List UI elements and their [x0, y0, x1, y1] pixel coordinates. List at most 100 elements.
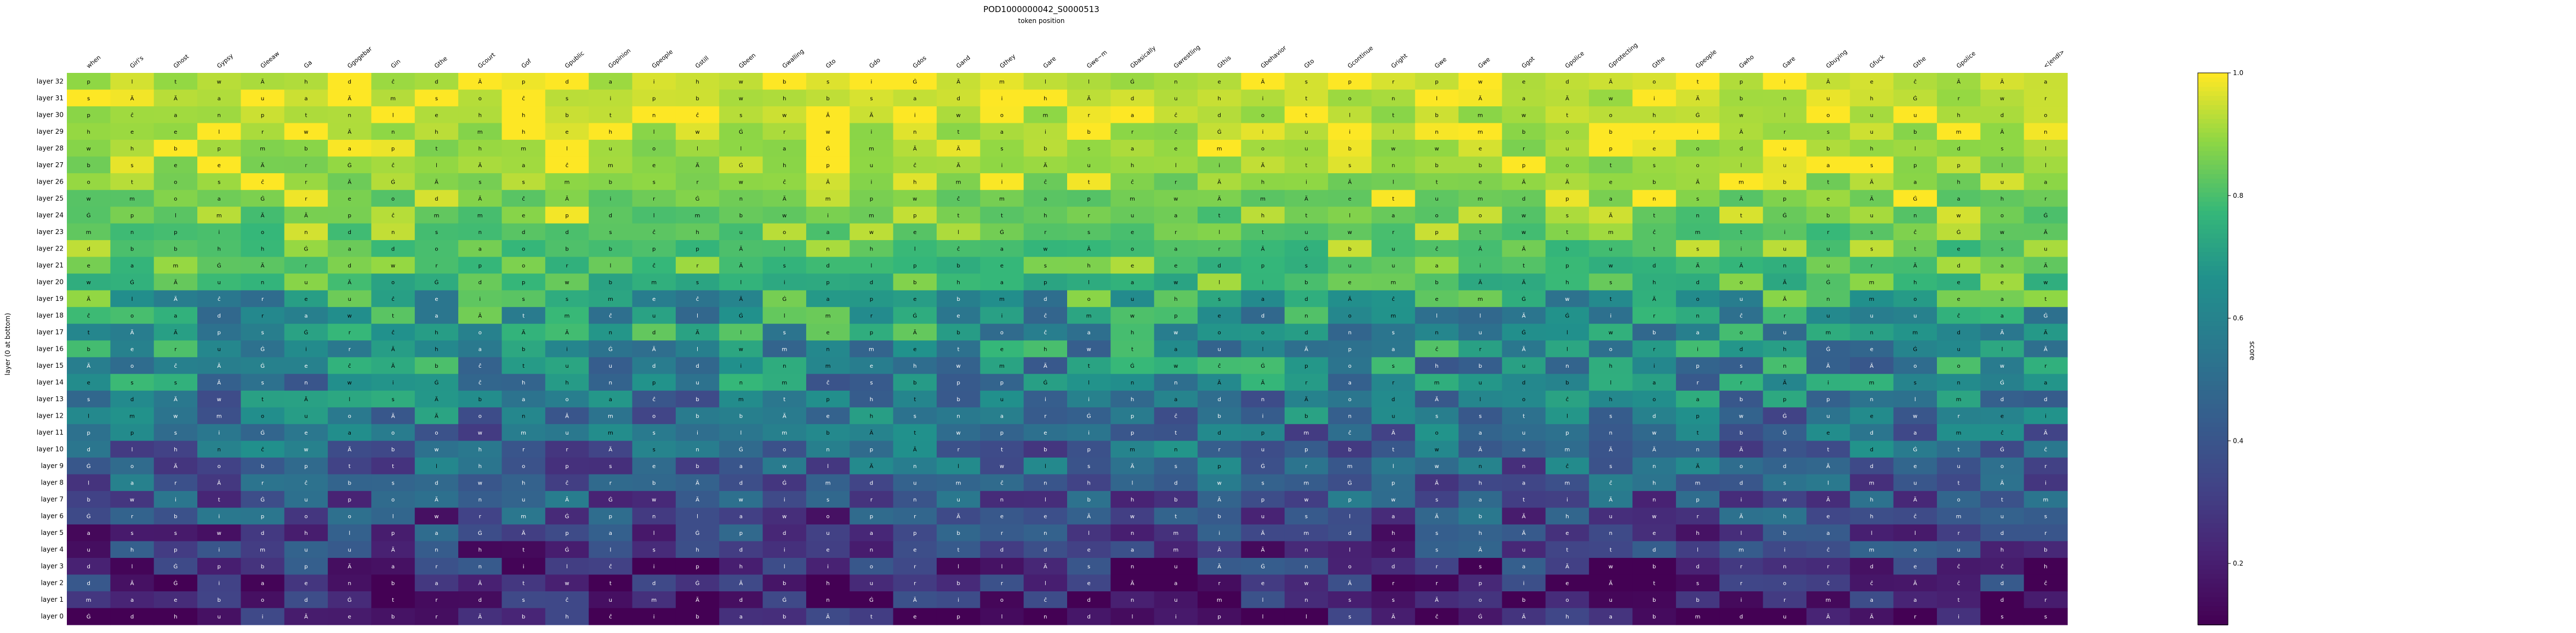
x-tick-label: Gare [1042, 55, 1058, 70]
cell-token: l [740, 280, 742, 286]
cell-token: d [1783, 464, 1786, 470]
cell-token: l [740, 430, 742, 436]
cell-token: e [130, 129, 134, 135]
cell-token: h [1435, 363, 1438, 369]
heatmap-cell [110, 140, 155, 157]
heatmap-cell [1067, 106, 1111, 124]
heatmap-cell [1284, 190, 1329, 207]
cell-token: o [435, 430, 438, 436]
cell-token: d [1218, 430, 1221, 436]
cell-token: u [1131, 296, 1134, 303]
cell-token: s [1348, 163, 1351, 169]
heatmap-cell [501, 123, 546, 140]
cell-token: e [304, 363, 307, 369]
cell-token: t [1653, 581, 1655, 587]
heatmap-cell [589, 190, 633, 207]
cell-token: b [956, 581, 960, 587]
heatmap-cell [458, 106, 503, 124]
cell-token: h [522, 481, 525, 487]
heatmap-cell [1675, 123, 1720, 140]
cell-token: w [1173, 280, 1178, 286]
cell-token: Ä [739, 295, 743, 303]
cell-token: Ġ [869, 596, 874, 603]
cell-token: i [784, 280, 785, 286]
cell-token: l [1784, 112, 1786, 118]
heatmap-cell [1632, 207, 1677, 224]
cell-token: l [1566, 330, 1568, 336]
heatmap-cell [284, 173, 328, 191]
cell-token: l [1740, 531, 1742, 537]
cell-token: n [391, 129, 395, 135]
cell-token: Ġ [1261, 362, 1265, 369]
cell-token: w [825, 129, 830, 135]
cell-token: m [738, 397, 744, 403]
heatmap-cell [1763, 173, 1807, 191]
cell-token: m [521, 146, 526, 152]
colorbar-segment [2198, 280, 2228, 286]
cell-token: m [390, 96, 396, 102]
heatmap-cell [719, 73, 763, 90]
heatmap-cell [1198, 73, 1241, 90]
heatmap-cell [371, 223, 415, 241]
cell-token: s [1305, 263, 1308, 269]
cell-token: m [2043, 497, 2048, 503]
cell-token: t [1262, 230, 1264, 236]
cell-token: d [2001, 397, 2004, 403]
cell-token: s [1087, 230, 1090, 236]
cell-token: o [1652, 397, 1656, 403]
heatmap-cell [458, 89, 503, 107]
cell-token: t [131, 179, 133, 185]
y-tick-label: layer 19 [37, 295, 64, 303]
cell-token: a [1174, 581, 1177, 587]
colorbar-segment [2198, 183, 2228, 189]
cell-token: b [1479, 163, 1482, 169]
cell-token: i [1001, 313, 1003, 319]
cell-token: m [1173, 548, 1178, 554]
cell-token: h [2001, 548, 2004, 554]
cell-token: l [132, 296, 133, 303]
cell-token: h [1261, 179, 1264, 185]
heatmap-cell [1850, 207, 1894, 224]
cell-token: e [1827, 430, 1830, 436]
cell-token: l [566, 564, 568, 570]
heatmap-cell [1458, 173, 1503, 191]
heatmap-cell [501, 190, 546, 207]
cell-token: s [1348, 597, 1351, 603]
cell-token: s [1479, 414, 1481, 420]
cell-token: d [1174, 481, 1177, 487]
cell-token: s [1044, 263, 1047, 269]
cell-token: h [478, 112, 482, 118]
heatmap-cell [1806, 173, 1850, 191]
x-tick-label: Gpolice [1955, 50, 1977, 70]
cell-token: w [1348, 230, 1352, 236]
cell-token: Ä [1522, 346, 1526, 353]
cell-token: d [87, 564, 90, 570]
cell-token: Ä [347, 178, 351, 185]
cell-token: m [869, 347, 874, 353]
heatmap-cell [1632, 106, 1677, 124]
cell-token: p [652, 380, 656, 386]
cell-token: s [522, 296, 525, 303]
cell-token: w [1521, 230, 1526, 236]
y-tick-label: layer 11 [37, 429, 64, 436]
heatmap-cell [1284, 89, 1329, 107]
heatmap-cell [675, 73, 720, 90]
heatmap-cell [719, 173, 763, 191]
heatmap-cell [371, 73, 415, 90]
cell-token: l [1218, 280, 1220, 286]
cell-token: n [1696, 213, 1699, 219]
colorbar-segment [2198, 468, 2228, 474]
cell-token: ĉ [218, 296, 221, 303]
x-tick-label: Gwalling [781, 48, 806, 70]
heatmap-cell [371, 123, 415, 140]
cell-token: s [174, 380, 177, 386]
colorbar-segment [2198, 179, 2228, 184]
cell-token: u [522, 497, 525, 503]
cell-token: u [1740, 296, 1743, 303]
cell-token: i [1654, 363, 1655, 369]
cell-token: u [1609, 514, 1612, 520]
heatmap-cell [675, 173, 720, 191]
heatmap-cell [632, 173, 676, 191]
cell-token: a [2044, 380, 2047, 386]
heatmap-cell [414, 156, 459, 174]
